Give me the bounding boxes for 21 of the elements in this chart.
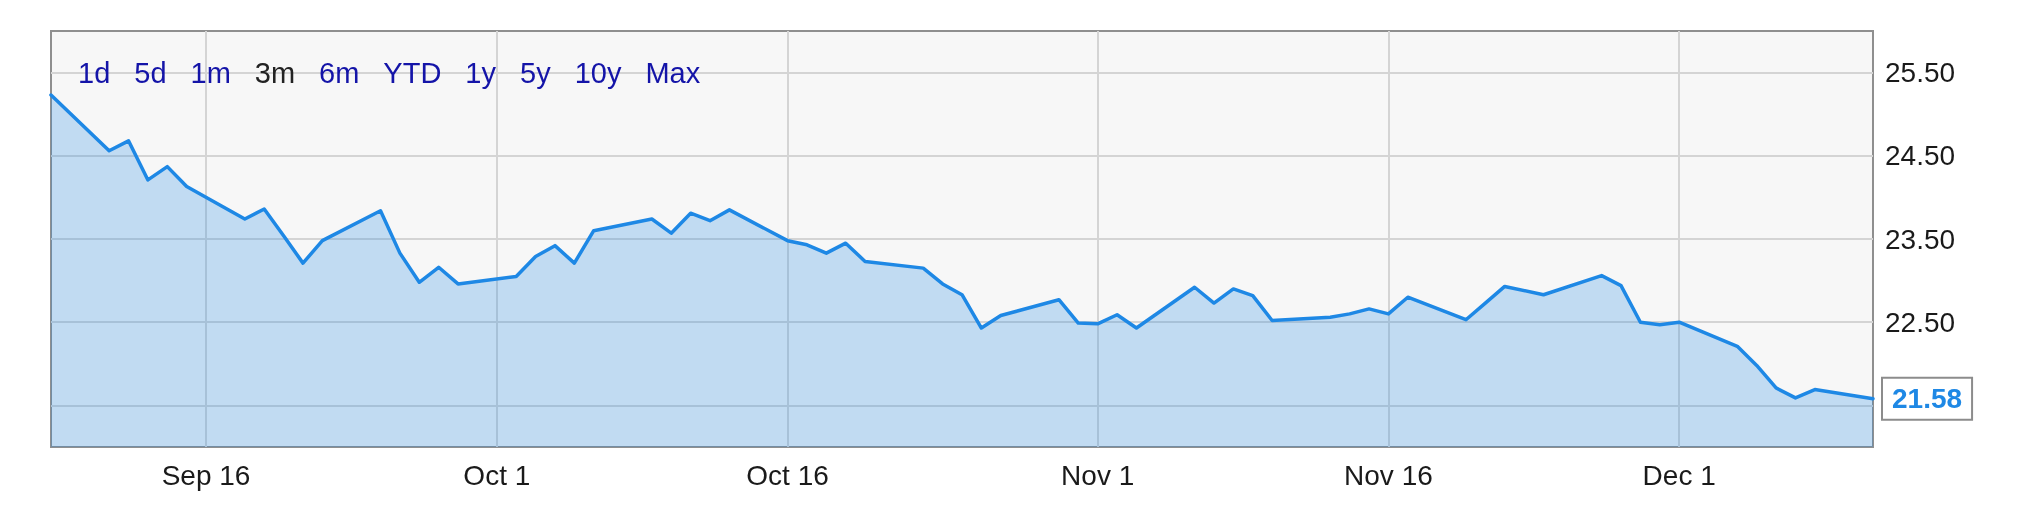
x-tick-label: Sep 16 [161, 459, 251, 491]
x-tick-label: Oct 16 [746, 459, 829, 491]
annotation: 1y [465, 56, 497, 89]
x-tick-label: Dec 1 [1642, 459, 1716, 491]
x-tick-label: Nov 16 [1344, 459, 1433, 491]
annotation: 3m [254, 56, 296, 89]
annotation: 1d [78, 56, 111, 89]
annotation: 10y [574, 56, 622, 89]
annotation: 6m [319, 56, 360, 89]
x-tick-label: Nov 1 [1061, 459, 1135, 491]
y-tick-label: 22.50 [1885, 306, 1956, 338]
y-tick-label: 23.50 [1885, 223, 1956, 255]
annotation: Max [645, 56, 701, 89]
y-tick-label: 25.50 [1885, 57, 1956, 89]
x-tick-label: Oct 1 [463, 459, 531, 491]
annotation: 5y [520, 56, 552, 89]
annotation: 5d [134, 56, 167, 89]
data-label: 21.58 [1892, 383, 1963, 415]
y-tick-label: 24.50 [1885, 140, 1956, 172]
annotation: YTD [383, 56, 442, 89]
annotation: 1m [190, 56, 231, 89]
